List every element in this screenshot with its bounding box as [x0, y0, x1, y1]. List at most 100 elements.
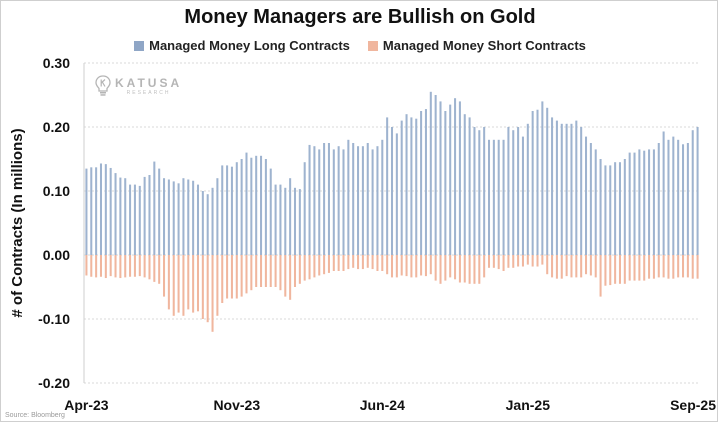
bar-long [434, 95, 437, 255]
bar-long [458, 101, 461, 256]
bar-short [337, 255, 340, 271]
legend-item-short: Managed Money Short Contracts [367, 38, 586, 53]
bar-long [468, 117, 471, 256]
bar-long [342, 149, 345, 255]
bar-short [648, 255, 651, 279]
bar-short [167, 255, 170, 310]
bar-long [293, 187, 297, 255]
bar-long [90, 167, 93, 255]
bar-long [696, 127, 699, 255]
bar-long [395, 133, 398, 255]
bar-long [531, 111, 534, 255]
bar-short [691, 255, 694, 279]
bar-short [332, 255, 335, 271]
bar-short [133, 255, 136, 277]
bar-short [546, 255, 549, 275]
x-tick-label: Jan-25 [506, 397, 551, 413]
bar-long [604, 165, 607, 255]
bar-short [342, 255, 345, 271]
x-tick-label: Apr-23 [64, 397, 109, 413]
bar-long [129, 184, 132, 255]
bar-short [245, 255, 248, 294]
bar-long [420, 111, 423, 255]
bar-short [512, 255, 515, 268]
bar-short [686, 255, 689, 278]
bar-short [463, 255, 466, 283]
bar-short [293, 255, 297, 287]
bar-short [439, 255, 442, 284]
bar-short [677, 255, 680, 278]
bar-short [623, 255, 626, 284]
source-note: Source: Bloomberg [5, 412, 65, 419]
bar-long [240, 159, 243, 255]
bar-short [361, 255, 364, 270]
bar-long [289, 178, 292, 255]
bar-long [361, 146, 364, 255]
bar-long [497, 139, 500, 255]
bar-short [565, 255, 568, 277]
bar-long [560, 123, 563, 255]
bar-short [143, 255, 146, 278]
bar-short [667, 255, 670, 279]
bar-long [478, 130, 481, 255]
bar-long [633, 152, 636, 255]
bar-long [201, 191, 204, 255]
bar-short [95, 255, 98, 278]
bar-short [487, 255, 491, 268]
bar-long [575, 120, 578, 255]
bar-short [478, 255, 481, 284]
chart-legend: Managed Money Long Contracts Managed Mon… [0, 38, 720, 53]
chart-title: Money Managers are Bullish on Gold [184, 6, 536, 28]
bar-short [192, 255, 195, 313]
bar-short [541, 255, 544, 265]
bar-long [85, 168, 88, 255]
bar-long [192, 180, 195, 255]
bar-long [109, 167, 112, 255]
bar-short [235, 255, 238, 299]
bar-long [182, 178, 185, 255]
bar-long [439, 101, 442, 256]
bar-long [99, 163, 102, 255]
bar-short [609, 255, 612, 286]
bar-short [483, 255, 486, 278]
bar-long [347, 139, 350, 255]
bar-short [434, 255, 437, 281]
bar-long [487, 139, 491, 255]
bar-long [226, 165, 229, 255]
x-tick-label: Sep-25 [670, 397, 716, 413]
bar-long [284, 187, 287, 255]
bar-short [614, 255, 617, 284]
bar-short [386, 255, 389, 275]
bar-short [109, 255, 112, 277]
bar-long [153, 161, 156, 255]
bar-long [526, 123, 529, 255]
bar-short [255, 255, 258, 287]
bar-long [187, 179, 190, 255]
legend-label-long: Managed Money Long Contracts [149, 38, 350, 53]
bar-short [381, 255, 384, 271]
bar-short [318, 255, 321, 276]
bar-short [657, 255, 660, 278]
bar-long [255, 155, 258, 255]
bar-long [167, 179, 170, 255]
bar-short [589, 255, 592, 276]
bar-long [260, 155, 263, 255]
bar-short [410, 255, 413, 278]
bar-long [235, 162, 238, 255]
bar-long [390, 127, 394, 255]
y-tick-label: 0.30 [43, 55, 70, 71]
legend-swatch-long [134, 40, 145, 51]
bar-long [594, 149, 597, 255]
bar-long [492, 139, 495, 255]
bar-long [313, 146, 316, 255]
bar-short [390, 255, 394, 278]
bar-short [415, 255, 418, 278]
bar-short [182, 255, 185, 316]
bar-short [585, 255, 588, 275]
bar-long [502, 139, 505, 255]
bar-short [298, 255, 301, 284]
bar-short [672, 255, 675, 279]
bar-short [371, 255, 374, 270]
bar-long [177, 183, 180, 255]
